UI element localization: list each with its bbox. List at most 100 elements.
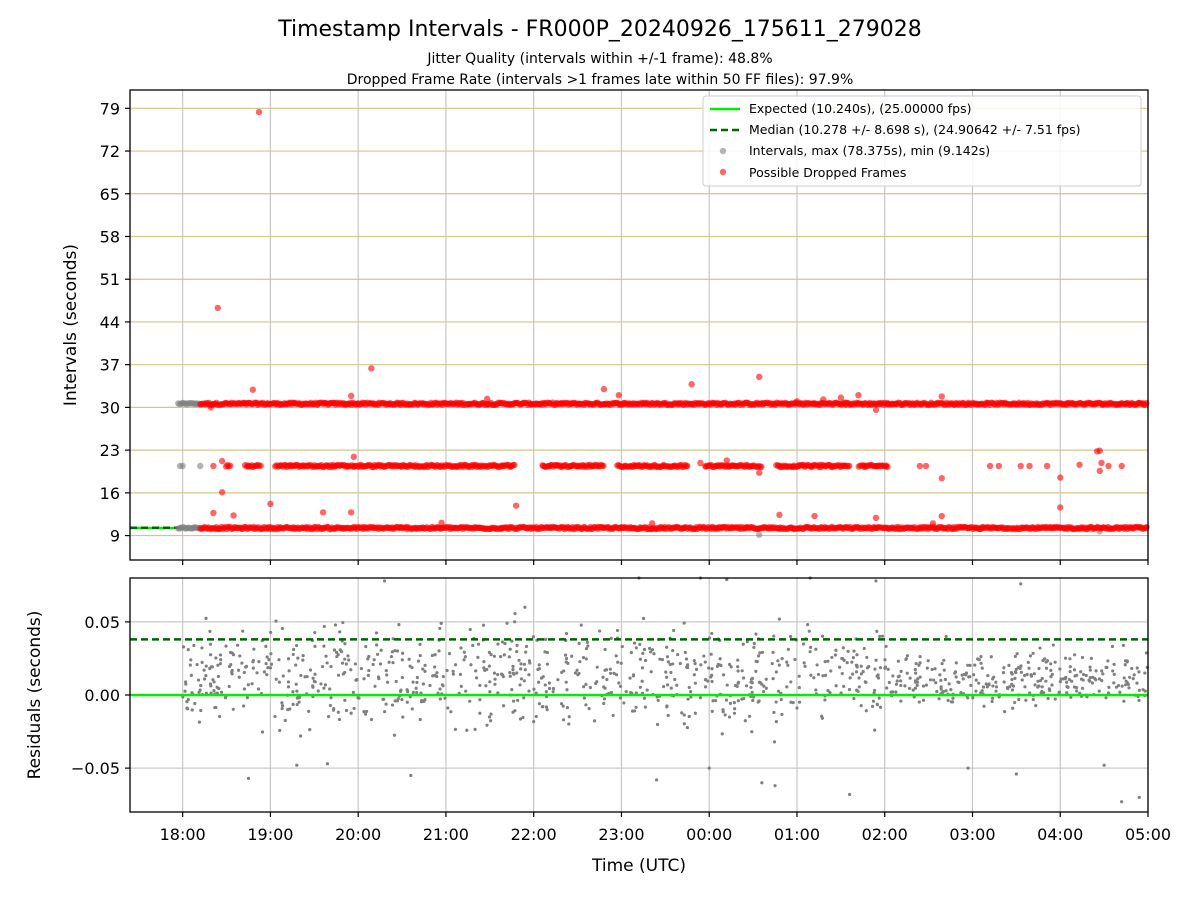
residual-point xyxy=(503,641,507,646)
dropped-frame-point xyxy=(1076,461,1083,468)
residual-point xyxy=(255,671,259,675)
residual-point xyxy=(1058,679,1062,684)
residual-point xyxy=(1046,696,1050,701)
residual-point xyxy=(1122,699,1126,703)
residual-point xyxy=(1051,643,1055,647)
subtitle-dropped: Dropped Frame Rate (intervals >1 frames … xyxy=(347,72,854,88)
residual-point xyxy=(1135,666,1139,670)
residual-point xyxy=(741,642,745,646)
residual-point xyxy=(1010,672,1014,676)
dropped-frame-point xyxy=(1096,447,1103,454)
residual-point xyxy=(645,688,649,692)
residual-point xyxy=(848,792,852,797)
residual-point xyxy=(264,644,268,648)
residual-point xyxy=(1107,685,1111,689)
residual-point xyxy=(411,690,415,694)
residual-point xyxy=(264,662,268,666)
residual-point xyxy=(489,719,493,723)
intervals-y-tick-label: 23 xyxy=(100,441,120,460)
residual-point xyxy=(771,677,775,681)
residual-point xyxy=(212,688,216,693)
residual-point xyxy=(638,657,643,661)
residual-point xyxy=(793,657,797,662)
residual-point xyxy=(842,658,846,662)
residual-point xyxy=(855,688,859,692)
residual-point xyxy=(925,666,929,670)
residual-point xyxy=(265,655,269,659)
residual-point xyxy=(287,669,291,673)
residual-point xyxy=(291,690,295,694)
residual-point xyxy=(823,660,827,664)
residual-point xyxy=(980,666,984,670)
residual-point xyxy=(885,686,889,690)
residual-point xyxy=(269,630,273,634)
residual-point xyxy=(586,644,590,648)
residual-point xyxy=(916,677,920,681)
residual-point xyxy=(582,696,586,700)
residual-point xyxy=(956,680,960,684)
residual-point xyxy=(493,677,497,681)
dropped-frame-point xyxy=(872,514,880,522)
residual-point xyxy=(1019,582,1023,586)
residual-point xyxy=(291,652,295,657)
residual-point xyxy=(608,667,612,671)
residual-point xyxy=(524,650,528,654)
residual-point xyxy=(1059,677,1063,681)
residual-point xyxy=(1088,668,1092,672)
residual-point xyxy=(918,675,922,679)
residual-point xyxy=(710,631,714,636)
residual-point xyxy=(802,661,806,665)
residual-point xyxy=(602,697,607,701)
residual-point xyxy=(1028,691,1032,695)
residual-point xyxy=(216,674,221,679)
residual-point xyxy=(908,676,912,680)
residual-point xyxy=(1087,678,1091,682)
residual-point xyxy=(754,659,758,664)
residual-point xyxy=(725,683,729,687)
residual-point xyxy=(1111,669,1115,673)
residual-point xyxy=(1019,670,1024,674)
residual-point xyxy=(519,662,523,666)
residual-point xyxy=(749,680,753,684)
residual-point xyxy=(1137,698,1141,702)
residual-point xyxy=(946,698,950,702)
residual-point xyxy=(603,686,607,690)
residual-point xyxy=(752,641,756,646)
residual-point xyxy=(344,708,349,713)
residual-point xyxy=(347,658,351,662)
residual-point xyxy=(577,641,581,645)
residual-point xyxy=(966,663,970,667)
residual-point xyxy=(204,674,208,678)
residual-point xyxy=(748,714,752,718)
residual-point xyxy=(451,669,455,673)
residual-point xyxy=(710,673,714,677)
residual-point xyxy=(320,664,325,669)
intervals-y-tick-label: 58 xyxy=(100,227,120,246)
residual-point xyxy=(985,685,989,689)
residual-point xyxy=(683,650,687,655)
residual-point xyxy=(914,680,918,684)
residual-point xyxy=(1007,663,1011,667)
residual-point xyxy=(939,678,943,682)
residual-point xyxy=(875,703,880,707)
residual-point xyxy=(519,677,524,681)
residual-point xyxy=(935,689,939,694)
residual-point xyxy=(295,763,299,767)
residual-point xyxy=(322,624,326,629)
residual-point xyxy=(257,660,261,664)
residual-point xyxy=(714,698,718,703)
residual-point xyxy=(771,650,775,654)
residual-point xyxy=(398,689,403,693)
residual-point xyxy=(1123,663,1127,667)
x-tick-label: 04:00 xyxy=(1037,825,1083,844)
residual-point xyxy=(855,663,859,668)
dropped-frame-point xyxy=(218,457,226,465)
residual-point xyxy=(772,710,776,715)
residual-point xyxy=(523,668,527,672)
residual-point xyxy=(851,672,855,676)
residual-point xyxy=(250,682,254,686)
residual-point xyxy=(619,661,623,665)
residual-point xyxy=(181,645,186,649)
residual-point xyxy=(482,666,486,670)
residual-point xyxy=(367,668,371,673)
